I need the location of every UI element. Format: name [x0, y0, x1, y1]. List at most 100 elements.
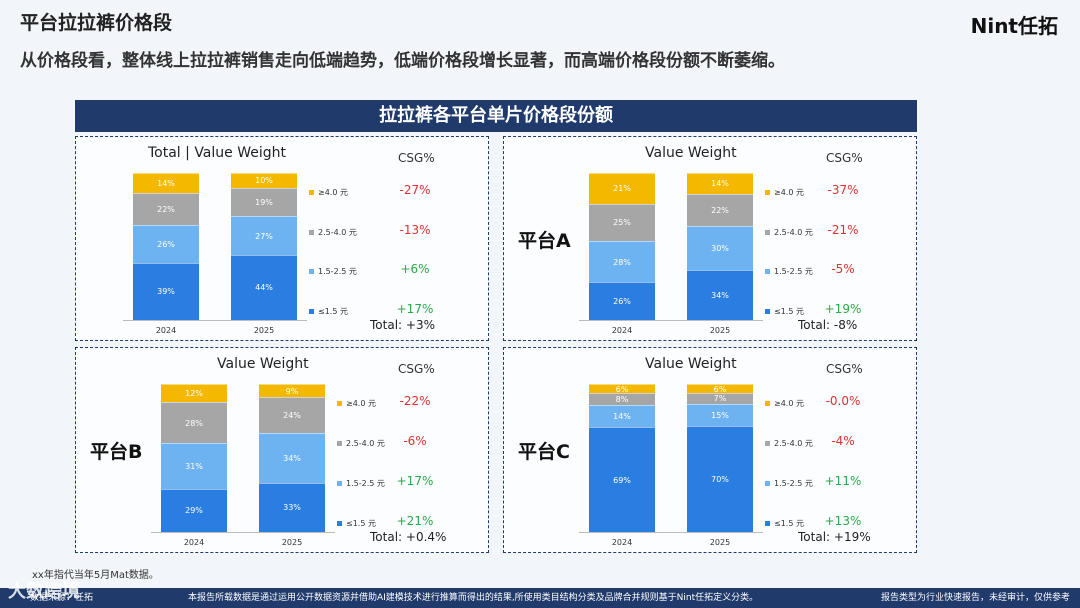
bar-segment: 6% — [687, 384, 753, 394]
legend-label: ≥4.0 元 — [346, 399, 376, 408]
x-axis-baseline — [579, 532, 763, 533]
csg-value: -4% — [831, 434, 855, 448]
bar-segment: 8% — [589, 393, 655, 406]
x-tick-label: 2024 — [155, 326, 177, 335]
bar-segment: 31% — [161, 443, 227, 490]
legend-label: ≥4.0 元 — [774, 399, 804, 408]
csg-value: -5% — [831, 262, 855, 277]
legend-item: ≥4.0 元 — [337, 398, 376, 409]
legend-swatch — [309, 190, 314, 195]
legend-swatch — [765, 401, 770, 406]
legend-label: ≤1.5 元 — [774, 519, 804, 528]
footer-disclaimer: 本报告所载数据是通过运用公开数据资源并借助AI建模技术进行推算而得出的结果,所使… — [188, 593, 759, 603]
total-value: Total: +19% — [798, 530, 871, 544]
x-tick-label: 2024 — [183, 538, 205, 547]
total-value: Total: +3% — [370, 318, 435, 332]
legend-label: 1.5-2.5 元 — [774, 267, 813, 277]
legend-swatch — [765, 481, 770, 486]
legend-swatch — [309, 309, 314, 315]
bar-segment: 14% — [687, 173, 753, 194]
x-tick-label: 2025 — [709, 326, 731, 335]
csg-value: +19% — [824, 302, 862, 317]
stacked-bar: 34% 30% 22% 14% — [687, 173, 753, 320]
chart-title: Value Weight — [645, 356, 737, 372]
legend-swatch — [337, 481, 342, 486]
legend-swatch — [765, 441, 770, 446]
legend-label: 2.5-4.0 元 — [774, 439, 813, 448]
legend-swatch — [765, 190, 770, 195]
chart-panel: Value Weight 平台B 29% 31% 28% 12% 2024 33% 34% 24%… — [75, 347, 489, 553]
legend-item: 2.5-4.0 元 — [309, 227, 357, 238]
csg-value: -0.0% — [825, 394, 861, 408]
total-value: Total: -8% — [798, 318, 858, 332]
legend-item: 1.5-2.5 元 — [765, 266, 813, 277]
section-banner: 拉拉裤各平台单片价格段份额 — [75, 100, 917, 132]
csg-value: -6% — [403, 434, 427, 448]
csg-value: +21% — [396, 514, 434, 528]
bar-segment: 21% — [589, 173, 655, 204]
bar-segment: 24% — [259, 397, 325, 433]
x-axis-baseline — [151, 532, 335, 533]
legend-item: 2.5-4.0 元 — [765, 227, 813, 238]
legend-label: 2.5-4.0 元 — [774, 227, 813, 237]
legend-label: ≤1.5 元 — [346, 519, 376, 528]
legend-label: ≤1.5 元 — [318, 307, 348, 317]
csg-header: CSG% — [826, 362, 863, 376]
bar-segment: 9% — [259, 384, 325, 398]
csg-value: -27% — [399, 183, 431, 197]
legend-swatch — [765, 521, 770, 526]
csg-value: +13% — [824, 514, 862, 528]
bar-segment: 70% — [687, 426, 753, 532]
platform-label: 平台A — [518, 229, 571, 252]
chart-title: Value Weight — [217, 356, 309, 372]
x-axis-baseline — [123, 320, 307, 321]
bar-segment: 12% — [161, 384, 227, 402]
bar-segment: 26% — [589, 281, 655, 320]
footer-source: 数据来源：任拓 — [30, 593, 94, 603]
csg-value: -13% — [399, 222, 431, 237]
csg-value: +11% — [824, 474, 862, 488]
x-tick-label: 2025 — [281, 538, 303, 547]
legend-label: ≥4.0 元 — [318, 188, 348, 197]
platform-label: 平台C — [518, 441, 570, 463]
legend-item: ≤1.5 元 — [337, 518, 376, 529]
x-tick-label: 2024 — [611, 538, 633, 547]
platform-label: 平台B — [90, 441, 143, 463]
bar-segment: 28% — [161, 401, 227, 444]
legend-item: 2.5-4.0 元 — [337, 438, 385, 449]
bar-segment: 14% — [133, 173, 199, 194]
legend-label: 1.5-2.5 元 — [346, 479, 385, 488]
legend-label: ≤1.5 元 — [774, 307, 804, 317]
page-title: 平台拉拉裤价格段 — [20, 12, 173, 34]
bar-segment: 28% — [589, 240, 655, 282]
x-tick-label: 2025 — [709, 538, 731, 547]
legend-item: ≥4.0 元 — [765, 187, 804, 198]
legend-swatch — [765, 269, 770, 275]
footer-note: xx年指代当年5月Mat数据。 — [32, 570, 159, 581]
legend-swatch — [765, 309, 770, 315]
legend-label: 1.5-2.5 元 — [318, 267, 357, 277]
legend-item: 2.5-4.0 元 — [765, 438, 813, 449]
chart-title: Value Weight — [645, 145, 737, 161]
legend-item: 1.5-2.5 元 — [337, 478, 385, 489]
bar-segment: 15% — [687, 403, 753, 427]
bar-segment: 33% — [259, 483, 325, 532]
x-tick-label: 2025 — [253, 326, 275, 335]
x-tick-label: 2024 — [611, 326, 633, 335]
legend-swatch — [309, 269, 314, 275]
legend-item: 1.5-2.5 元 — [765, 478, 813, 489]
chart-panel: Value Weight 平台A 26% 28% 25% 21% 2024 34% 30% 22%… — [503, 136, 917, 341]
bar-segment: 34% — [687, 270, 753, 320]
chart-panel: Value Weight 平台C 69% 14% 8% 6% 2024 70% 15% 7% 6% 2… — [503, 347, 917, 553]
bar-segment: 69% — [589, 426, 655, 532]
footer-bar: 数据来源：任拓 本报告所载数据是通过运用公开数据资源并借助AI建模技术进行推算而… — [0, 588, 1080, 608]
total-value: Total: +0.4% — [370, 530, 447, 544]
bar-segment: 26% — [133, 225, 199, 264]
legend-item: ≥4.0 元 — [309, 187, 348, 198]
stacked-bar: 29% 31% 28% 12% — [161, 384, 227, 532]
bar-segment: 22% — [687, 193, 753, 226]
page-subtitle: 从价格段看，整体线上拉拉裤销售走向低端趋势，低端价格段增长显著，而高端价格段份额… — [20, 51, 785, 71]
bar-segment: 7% — [687, 393, 753, 404]
csg-header: CSG% — [826, 151, 863, 165]
footer-report-type: 报告类型为行业快速报告，未经审计，仅供参考 — [880, 593, 1070, 603]
